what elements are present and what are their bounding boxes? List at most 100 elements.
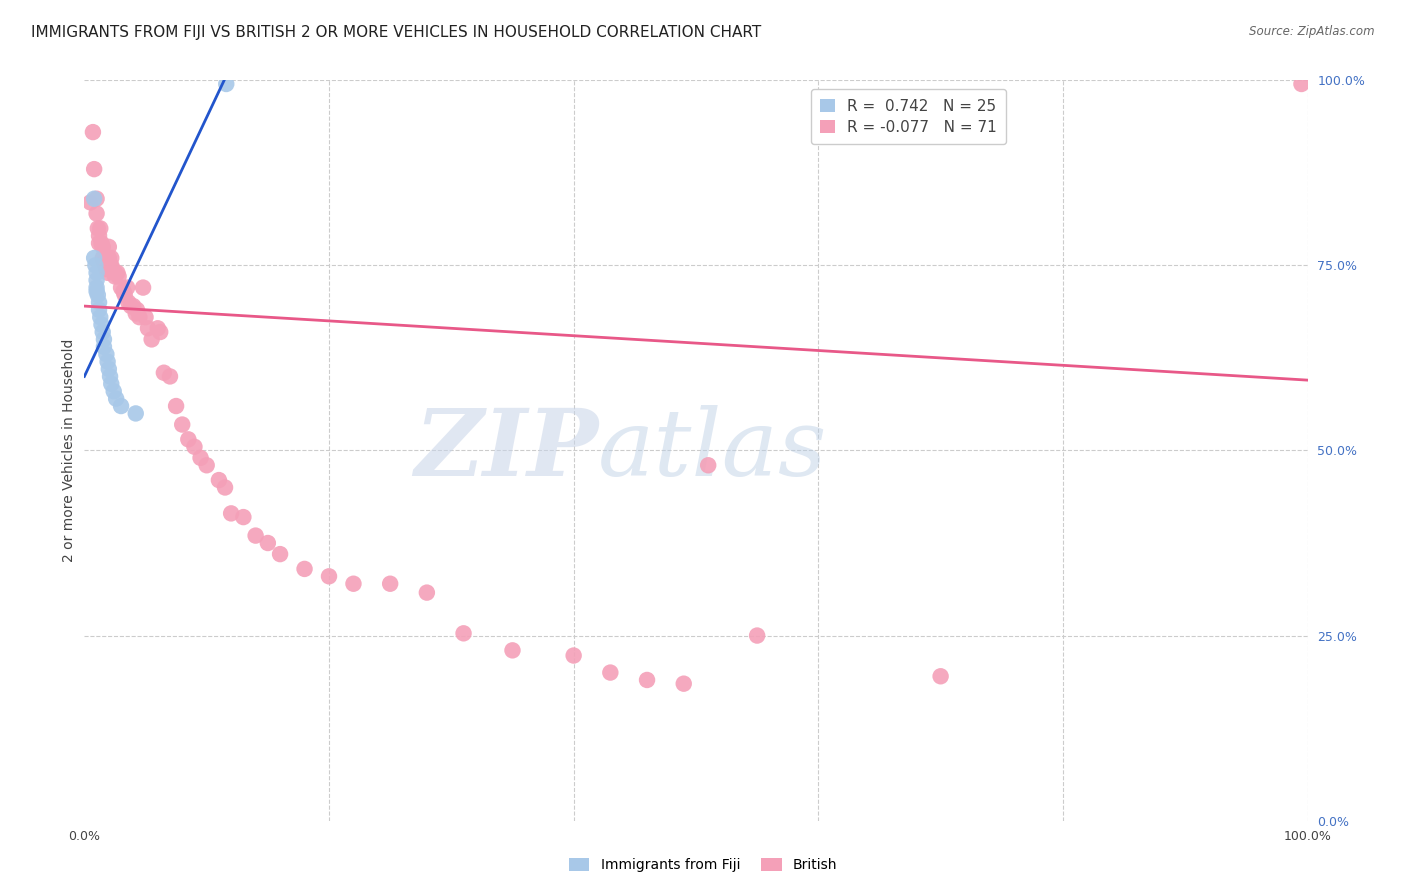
Point	[105, 392, 128, 406]
Point	[87, 302, 110, 317]
Point	[697, 458, 720, 473]
Point	[190, 450, 212, 465]
Point	[82, 125, 104, 139]
Point	[153, 366, 176, 380]
Point	[219, 507, 242, 521]
Point	[672, 676, 695, 690]
Point	[94, 259, 117, 273]
Point	[125, 302, 148, 317]
Point	[97, 362, 120, 376]
Point	[1291, 77, 1313, 91]
Point	[86, 273, 108, 287]
Point	[90, 318, 112, 332]
Point	[100, 376, 122, 391]
Point	[636, 673, 658, 687]
Point	[93, 332, 115, 346]
Point	[141, 332, 163, 346]
Point	[79, 195, 101, 210]
Point	[87, 228, 110, 243]
Point	[416, 585, 439, 599]
Point	[257, 536, 280, 550]
Point	[90, 236, 112, 251]
Point	[208, 473, 231, 487]
Point	[562, 648, 585, 663]
Point	[159, 369, 181, 384]
Point	[747, 628, 769, 642]
Point	[83, 192, 105, 206]
Point	[107, 269, 129, 284]
Point	[87, 295, 110, 310]
Point	[105, 266, 128, 280]
Point	[122, 299, 145, 313]
Point	[342, 576, 364, 591]
Text: IMMIGRANTS FROM FIJI VS BRITISH 2 OR MORE VEHICLES IN HOUSEHOLD CORRELATION CHAR: IMMIGRANTS FROM FIJI VS BRITISH 2 OR MOR…	[31, 25, 761, 40]
Point	[86, 206, 108, 220]
Point	[502, 643, 524, 657]
Point	[245, 528, 267, 542]
Point	[146, 321, 169, 335]
Point	[97, 251, 120, 265]
Point	[98, 369, 121, 384]
Point	[125, 306, 148, 320]
Y-axis label: 2 or more Vehicles in Household: 2 or more Vehicles in Household	[62, 339, 76, 562]
Text: atlas: atlas	[598, 406, 828, 495]
Point	[453, 626, 475, 640]
Point	[215, 77, 238, 91]
Point	[91, 251, 114, 265]
Point	[93, 254, 115, 268]
Point	[110, 280, 132, 294]
Point	[214, 480, 236, 494]
Point	[125, 407, 148, 421]
Point	[86, 192, 108, 206]
Point	[96, 262, 118, 277]
Point	[93, 340, 115, 354]
Point	[117, 295, 139, 310]
Point	[83, 251, 105, 265]
Point	[91, 240, 114, 254]
Legend: R =  0.742   N = 25, R = -0.077   N = 71: R = 0.742 N = 25, R = -0.077 N = 71	[811, 89, 1007, 144]
Point	[87, 236, 110, 251]
Point	[120, 299, 142, 313]
Point	[172, 417, 194, 432]
Point	[86, 266, 108, 280]
Point	[269, 547, 291, 561]
Point	[87, 288, 110, 302]
Point	[177, 433, 200, 447]
Point	[115, 280, 138, 294]
Legend: Immigrants from Fiji, British: Immigrants from Fiji, British	[562, 853, 844, 878]
Point	[84, 259, 107, 273]
Point	[132, 280, 155, 294]
Point	[86, 280, 108, 294]
Point	[86, 285, 108, 299]
Point	[128, 310, 150, 325]
Point	[112, 285, 135, 299]
Point	[294, 562, 316, 576]
Point	[599, 665, 621, 680]
Point	[96, 347, 118, 361]
Point	[83, 162, 105, 177]
Point	[929, 669, 952, 683]
Text: ZIP: ZIP	[413, 406, 598, 495]
Point	[136, 321, 159, 335]
Point	[100, 259, 122, 273]
Point	[89, 310, 111, 325]
Point	[87, 221, 110, 235]
Point	[110, 399, 132, 413]
Point	[380, 576, 402, 591]
Point	[101, 262, 124, 277]
Point	[103, 384, 125, 399]
Point	[149, 325, 172, 339]
Point	[97, 240, 120, 254]
Point	[97, 354, 120, 368]
Point	[89, 221, 111, 235]
Point	[183, 440, 205, 454]
Point	[195, 458, 218, 473]
Point	[135, 310, 157, 325]
Point	[104, 269, 127, 284]
Point	[104, 266, 127, 280]
Text: Source: ZipAtlas.com: Source: ZipAtlas.com	[1250, 25, 1375, 38]
Point	[232, 510, 254, 524]
Point	[100, 251, 122, 265]
Point	[91, 325, 114, 339]
Point	[318, 569, 340, 583]
